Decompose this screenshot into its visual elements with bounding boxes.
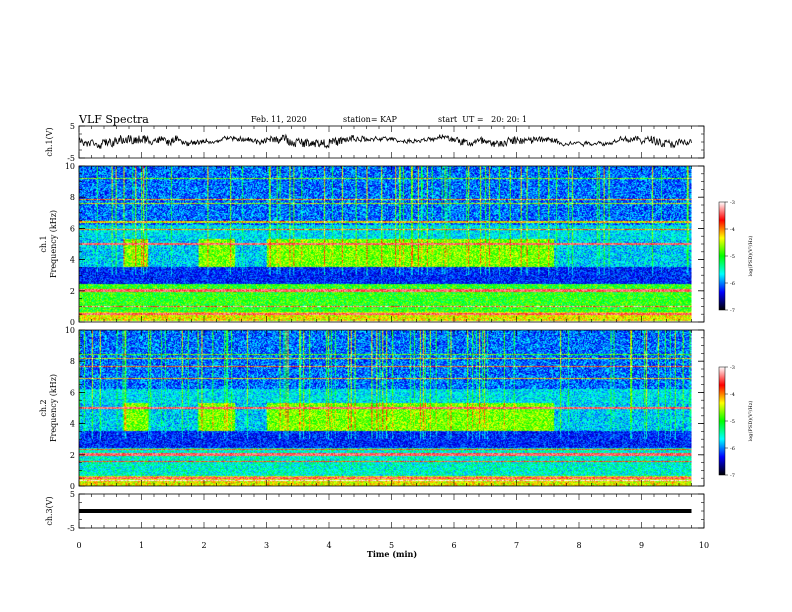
ch1-spectrogram-panel: 0 2 4 6 8 10 ch.1 Frequency (kHz) [39,162,705,327]
ytick-label: 4 [70,256,75,265]
xtick-label: 6 [451,541,456,550]
xtick-label: 1 [139,541,144,550]
ytick-label: -5 [67,154,75,163]
ytick-label: 4 [70,420,75,429]
waveform-trace [78,133,692,150]
ytick-label: 2 [70,287,75,296]
ch2-colorbar: -3 -4 -5 -6 -7 log(PSD)(V²/Hz) [718,365,754,479]
xtick-label: 7 [514,541,519,550]
ch1-colorbar-label: log(PSD)(V²/Hz) [747,236,754,277]
xtick-label: 0 [76,541,81,550]
ch2-spectrogram-image [79,330,692,486]
ytick-label: 5 [70,490,75,499]
ytick-label: 0 [70,482,75,491]
colorbar-tick-label: -7 [730,308,735,314]
colorbar-tick-label: -5 [730,254,735,260]
time-axis-label: Time (min) [367,549,417,559]
ytick-label: 6 [70,224,75,233]
ch2-spectrogram-ylabel-frequency: Frequency (kHz) [49,374,58,442]
ch1-waveform-panel: 5 -5 ch.1(V) [45,122,705,163]
spectrogram-raster [79,330,692,486]
ytick-label: 0 [70,318,75,327]
ytick-label: 10 [65,326,75,335]
ch1-colorbar: -3 -4 -5 -6 -7 log(PSD)(V²/Hz) [718,200,754,314]
ch2-spectrogram-panel: 0 2 4 6 8 10 ch.2 Frequency (kHz) [39,326,705,491]
xtick-label: 2 [201,541,206,550]
ch1-colorbar-ticks: -3 -4 -5 -6 -7 [725,200,735,314]
ch1-colorbar-bar [718,201,726,311]
xtick-label: 9 [639,541,644,550]
ch2-colorbar-label: log(PSD)(V²/Hz) [747,401,754,442]
xtick-label: 10 [699,541,709,550]
ch1-waveform-ylabel: ch.1(V) [45,127,54,156]
ch1-spectrogram-image [79,166,692,322]
ytick-label: 5 [70,122,75,131]
ytick-label: 2 [70,451,75,460]
colorbar-tick-label: -3 [730,365,735,371]
ch1-spectrogram-ylabel-frequency: Frequency (kHz) [49,210,58,278]
ch3-waveform-ylabel: ch.3(V) [45,496,54,525]
ch1-spectrogram-ylabel-channel: ch.1 [39,235,48,252]
ytick-label: -5 [67,524,75,533]
xtick-label: 8 [576,541,581,550]
ch3-waveform-panel: 5 -5 ch.3(V) [45,490,705,533]
ytick-label: 8 [70,357,75,366]
ytick-label: 6 [70,388,75,397]
ch2-colorbar-ticks: -3 -4 -5 -6 -7 [725,365,735,479]
ch2-spectrogram-ylabel-channel: ch.2 [39,399,48,416]
ch1-waveform-line [78,133,692,150]
xtick-label: 5 [389,541,394,550]
colorbar-tick-label: -6 [730,446,735,452]
date-label: Feb. 11, 2020 [251,115,307,124]
colorbar-tick-label: -7 [730,473,735,479]
time-axis: 0 1 2 3 4 5 6 7 8 9 10 [76,126,709,550]
colorbar-tick-label: -6 [730,281,735,287]
spectrogram-raster [79,166,692,322]
xtick-label: 4 [326,541,331,550]
station-label: station= KAP [343,115,397,124]
xtick-label: 3 [264,541,269,550]
chart-title: VLF Spectra [79,113,149,126]
ch1-spectrogram-yticks: 0 2 4 6 8 10 [65,162,704,327]
ch2-colorbar-bar [718,366,726,476]
colorbar-tick-label: -3 [730,200,735,206]
colorbar-tick-label: -4 [730,392,735,398]
ytick-label: 10 [65,162,75,171]
start-time-label: start UT = 20: 20: 1 [438,115,528,124]
ch3-waveform-yticks: 5 -5 [67,490,704,533]
ytick-label: 8 [70,193,75,202]
ch2-spectrogram-yticks: 0 2 4 6 8 10 [65,326,704,491]
colorbar-tick-label: -4 [730,227,735,233]
colorbar-tick-label: -5 [730,419,735,425]
ch1-waveform-yticks: 5 -5 [67,122,704,163]
